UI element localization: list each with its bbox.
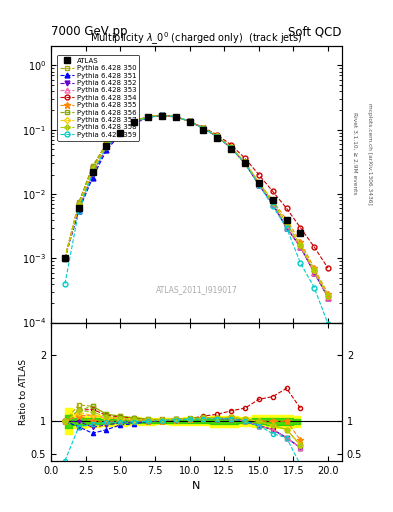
Text: Soft QCD: Soft QCD	[288, 26, 342, 38]
Legend: ATLAS, Pythia 6.428 350, Pythia 6.428 351, Pythia 6.428 352, Pythia 6.428 353, P: ATLAS, Pythia 6.428 350, Pythia 6.428 35…	[57, 55, 139, 140]
Text: mcplots.cern.ch [arXiv:1306.3436]: mcplots.cern.ch [arXiv:1306.3436]	[367, 103, 373, 204]
Text: Rivet 3.1.10, ≥ 2.9M events: Rivet 3.1.10, ≥ 2.9M events	[352, 112, 357, 195]
X-axis label: N: N	[192, 481, 201, 491]
Text: 7000 GeV pp: 7000 GeV pp	[51, 26, 128, 38]
Text: ATLAS_2011_I919017: ATLAS_2011_I919017	[156, 285, 237, 294]
Title: Multiplicity $\lambda\_0^0$ (charged only)  (track jets): Multiplicity $\lambda\_0^0$ (charged onl…	[90, 30, 303, 47]
Y-axis label: Ratio to ATLAS: Ratio to ATLAS	[19, 359, 28, 424]
